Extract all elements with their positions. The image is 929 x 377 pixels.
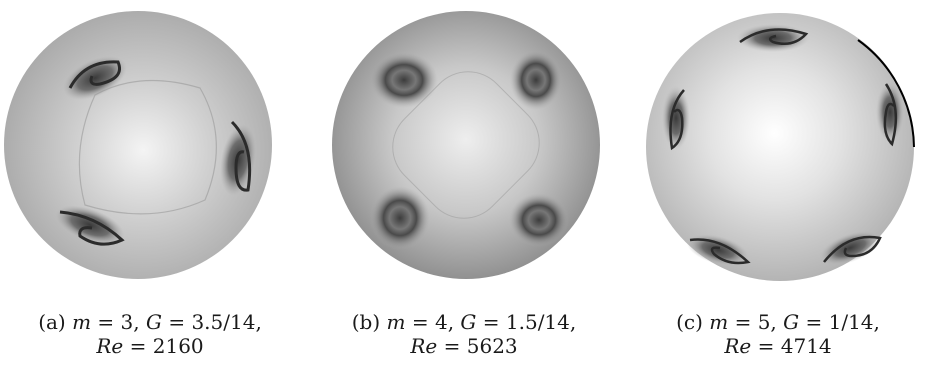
re-value: = 4714 xyxy=(757,334,832,358)
re-symbol: Re xyxy=(96,334,124,358)
vortex xyxy=(662,86,690,151)
g-symbol: G xyxy=(783,310,800,334)
vortex xyxy=(876,82,904,147)
vortex xyxy=(63,56,127,100)
vortex xyxy=(737,24,809,52)
vortex xyxy=(370,186,430,250)
m-value: = 5, xyxy=(734,310,777,334)
vortex xyxy=(220,120,256,196)
vortex xyxy=(686,234,751,266)
g-value: = 3.5/14, xyxy=(168,310,262,334)
g-symbol: G xyxy=(460,310,477,334)
re-symbol: Re xyxy=(410,334,438,358)
figure-panel-b: (b) m = 4, G = 1.5/14, Re = 5623 xyxy=(314,0,614,377)
panel-tag: (b) xyxy=(351,310,381,334)
caption-b: (b) m = 4, G = 1.5/14, Re = 5623 xyxy=(314,310,614,358)
g-value: = 1.5/14, xyxy=(482,310,577,334)
g-value: = 1/14, xyxy=(805,310,880,334)
panel-tag: (c) xyxy=(676,310,703,334)
re-symbol: Re xyxy=(724,334,752,358)
vortex-image-m3 xyxy=(4,11,272,279)
g-symbol: G xyxy=(145,310,162,334)
caption-a: (a) m = 3, G = 3.5/14, Re = 2160 xyxy=(0,310,300,358)
vortex xyxy=(509,193,569,247)
m-symbol: m xyxy=(709,310,729,334)
vortex-image-m5 xyxy=(646,13,915,281)
panel-tag: (a) xyxy=(38,310,66,334)
m-value: = 3, xyxy=(97,310,140,334)
disk xyxy=(646,13,914,281)
re-value: = 5623 xyxy=(443,334,518,358)
vortex xyxy=(510,50,562,110)
vortex xyxy=(370,52,438,108)
vortex xyxy=(819,230,882,266)
m-symbol: m xyxy=(72,310,92,334)
vortex xyxy=(55,205,125,246)
caption-c: (c) m = 5, G = 1/14, Re = 4714 xyxy=(628,310,928,358)
figure-panel-a: (a) m = 3, G = 3.5/14, Re = 2160 xyxy=(0,0,300,377)
vortex-image-m4 xyxy=(332,11,600,279)
m-symbol: m xyxy=(386,310,406,334)
m-value: = 4, xyxy=(411,310,455,334)
figure-panel-c: (c) m = 5, G = 1/14, Re = 4714 xyxy=(628,0,928,377)
re-value: = 2160 xyxy=(129,334,204,358)
